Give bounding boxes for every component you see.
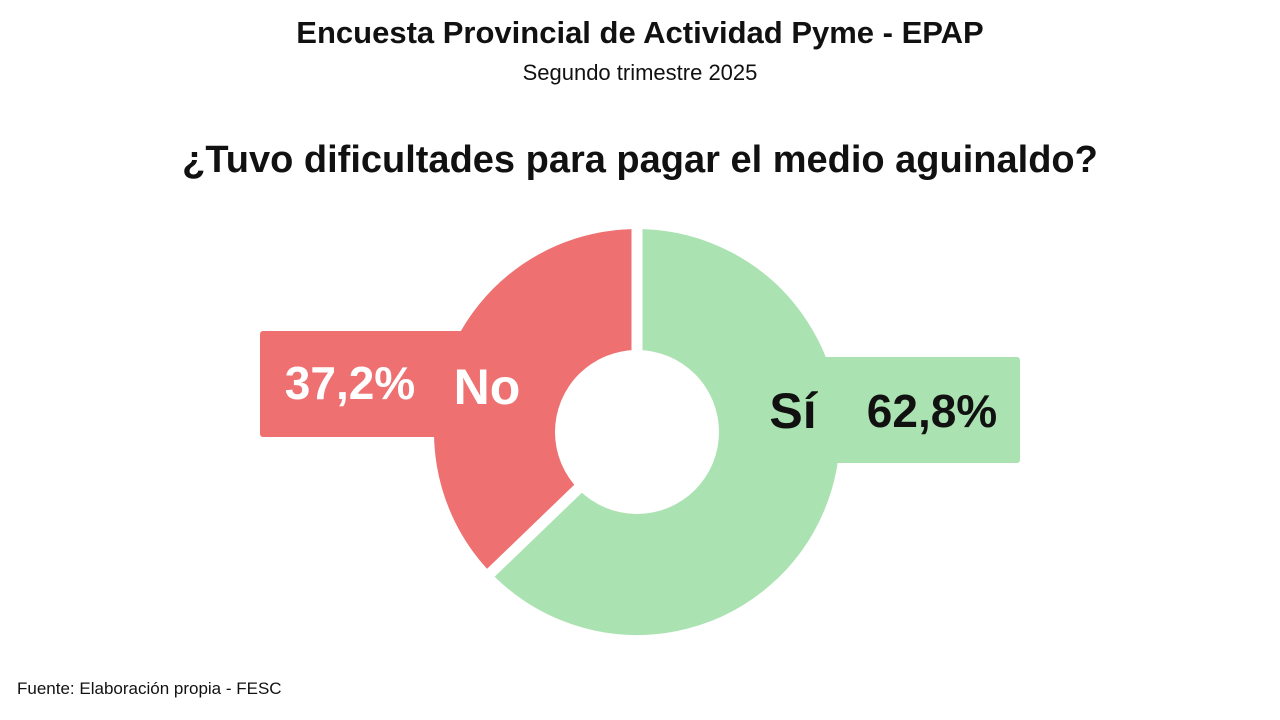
page-title: Encuesta Provincial de Actividad Pyme - … xyxy=(296,15,984,50)
category-label-no: No xyxy=(454,359,521,415)
chart-title: ¿Tuvo dificultades para pagar el medio a… xyxy=(182,139,1098,181)
value-label-si: 62,8% xyxy=(867,385,997,437)
donut-hole xyxy=(555,350,719,514)
segment-gap-1 xyxy=(480,482,585,584)
source-note: Fuente: Elaboración propia - FESC xyxy=(17,679,282,698)
value-label-no: 37,2% xyxy=(285,357,415,409)
page-subtitle: Segundo trimestre 2025 xyxy=(522,60,758,85)
category-label-si: Sí xyxy=(769,383,818,439)
